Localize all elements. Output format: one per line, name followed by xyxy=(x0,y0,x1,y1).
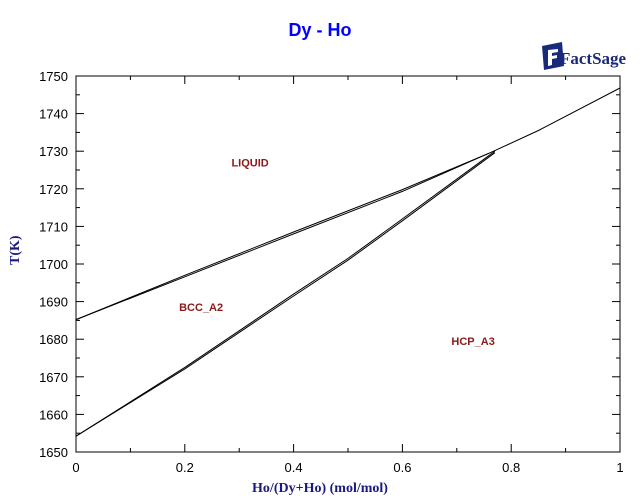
y-tick-label: 1650 xyxy=(39,445,68,460)
x-tick-label: 1 xyxy=(616,460,623,475)
y-tick-label: 1720 xyxy=(39,182,68,197)
factsage-logo-icon xyxy=(542,42,564,70)
factsage-logo: FactSage xyxy=(542,42,627,70)
x-axis-ticks: 0 0.2 0.4 0.6 0.8 1 xyxy=(72,76,624,475)
y-tick-label: 1690 xyxy=(39,295,68,310)
y-tick-label: 1730 xyxy=(39,144,68,159)
phase-label-liquid: LIQUID xyxy=(231,157,268,169)
x-tick-label: 0.4 xyxy=(285,460,303,475)
chart-title: Dy - Ho xyxy=(288,20,352,40)
phase-boundary-line xyxy=(75,152,496,437)
phase-boundary-line xyxy=(489,87,621,154)
y-tick-label: 1660 xyxy=(39,407,68,422)
phase-boundaries xyxy=(75,87,621,437)
y-tick-label: 1670 xyxy=(39,370,68,385)
y-tick-label: 1700 xyxy=(39,257,68,272)
phase-boundary-line xyxy=(75,150,496,437)
x-axis-label: Ho/(Dy+Ho) (mol/mol) xyxy=(252,481,388,496)
y-tick-label: 1710 xyxy=(39,219,68,234)
y-tick-label: 1680 xyxy=(39,332,68,347)
y-axis-label: T(K) xyxy=(8,235,23,265)
y-tick-label: 1740 xyxy=(39,107,68,122)
plot-frame xyxy=(75,75,621,453)
x-tick-label: 0 xyxy=(72,460,79,475)
phase-label-bcc_a2: BCC_A2 xyxy=(179,302,223,314)
x-tick-label: 0.2 xyxy=(176,460,194,475)
phase-labels: LIQUID BCC_A2 HCP_A3 xyxy=(179,157,495,348)
phase-boundary-line xyxy=(75,152,490,321)
logo-text: FactSage xyxy=(560,49,627,68)
y-axis-ticks: 1650 1660 1670 1680 1690 1700 1710 1720 1730 1740… xyxy=(39,69,620,460)
phase-label-hcp_a3: HCP_A3 xyxy=(451,336,494,348)
y-tick-label: 1750 xyxy=(39,69,68,84)
phase-boundary-line xyxy=(75,152,490,321)
x-tick-label: 0.6 xyxy=(393,460,411,475)
x-tick-label: 0.8 xyxy=(502,460,520,475)
